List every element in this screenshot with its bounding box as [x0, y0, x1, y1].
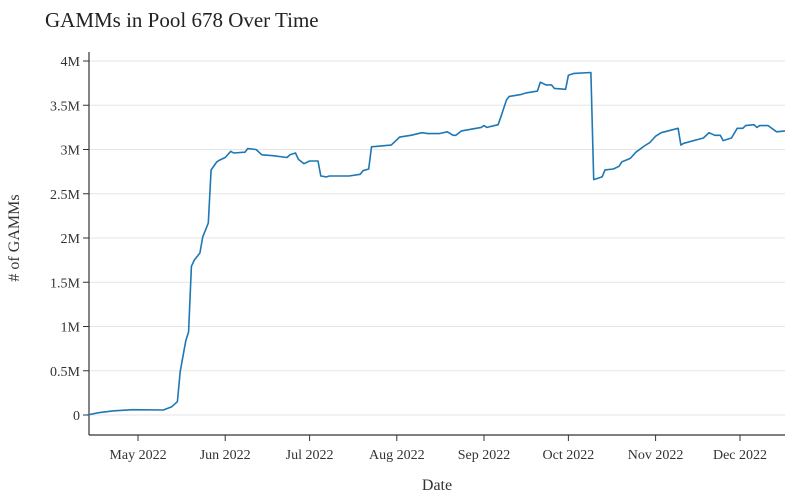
y-tick-label: 2M: [61, 232, 81, 247]
y-tick-label: 2.5M: [50, 188, 81, 203]
x-tick-label: Jul 2022: [286, 448, 334, 463]
x-tick-label: Jun 2022: [200, 448, 251, 463]
y-tick-label: 3M: [61, 144, 81, 159]
x-axis-label: Date: [421, 477, 453, 494]
y-tick-label: 0.5M: [50, 365, 81, 380]
y-tick-label: 1M: [61, 321, 81, 336]
x-tick-label: Oct 2022: [543, 448, 595, 463]
y-tick-label: 0: [73, 409, 80, 424]
x-tick-label: Aug 2022: [369, 448, 425, 463]
x-tick-label: Sep 2022: [458, 448, 511, 463]
x-tick-label: Nov 2022: [628, 448, 684, 463]
y-axis-label: # of GAMMs: [6, 194, 23, 282]
x-tick-label: Dec 2022: [713, 448, 767, 463]
x-tick-label: May 2022: [109, 448, 166, 463]
series-line: [87, 71, 786, 416]
chart-title: GAMMs in Pool 678 Over Time: [45, 8, 319, 32]
y-tick-label: 4M: [61, 55, 81, 70]
y-tick-label: 3.5M: [50, 99, 81, 114]
y-tick-label: 1.5M: [50, 276, 81, 291]
